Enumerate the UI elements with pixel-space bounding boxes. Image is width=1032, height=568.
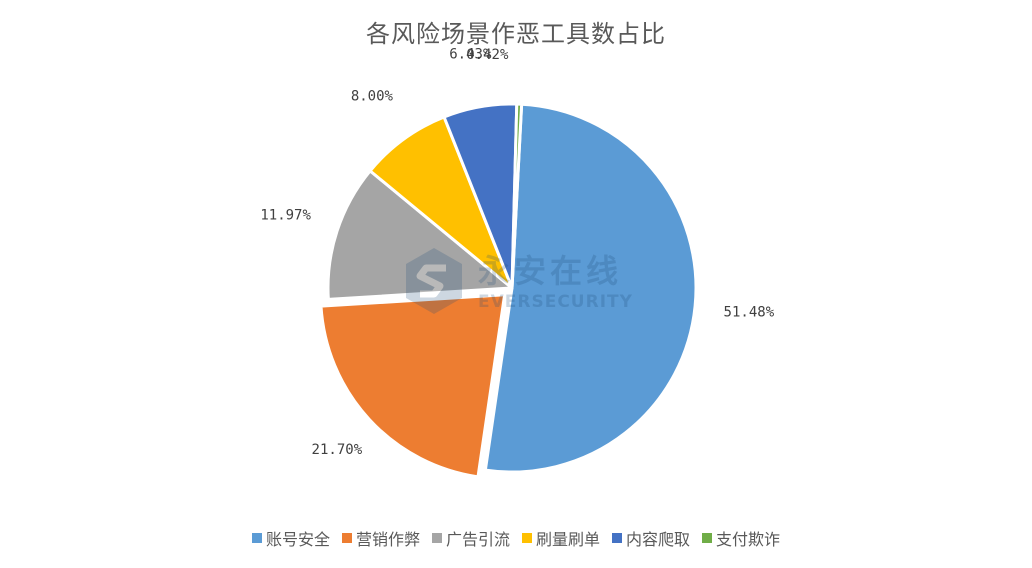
legend-label-5: 内容爬取	[626, 530, 691, 549]
data-label-3: 11.97%	[260, 207, 311, 223]
legend-swatch-3	[431, 533, 442, 543]
legend-item-5: 内容爬取	[612, 526, 690, 550]
legend-label-1: 账号安全	[265, 530, 330, 549]
legend-item-1: 账号安全	[251, 526, 330, 550]
legend-swatch-6	[702, 533, 713, 543]
legend-swatch-5	[612, 533, 623, 543]
legend-item-2: 营销作弊	[341, 526, 420, 550]
legend: 账号安全 营销作弊 广告引流 刷量刷单 内容爬取 支付欺诈	[0, 526, 1032, 550]
chart-title: 各风险场景作恶工具数占比	[366, 20, 666, 48]
pie-slice-6	[510, 102, 524, 290]
data-label-4: 8.00%	[351, 89, 394, 105]
data-label-2: 21.70%	[312, 442, 363, 458]
pie-slice-3	[326, 169, 514, 301]
pie-data-labels: 51.48% 21.70% 11.97% 8.00% 6.43%0.42%	[260, 47, 774, 458]
pie-slices	[319, 102, 698, 479]
legend-item-6: 支付欺诈	[702, 526, 780, 550]
data-label-5: 6.43%	[449, 47, 492, 63]
legend-item-4: 刷量刷单	[522, 526, 600, 550]
legend-swatch-1	[251, 533, 262, 543]
legend-swatch-2	[341, 533, 352, 543]
legend-label-2: 营销作弊	[355, 530, 420, 549]
legend-item-3: 广告引流	[431, 526, 510, 550]
pie-slice-2	[319, 293, 507, 479]
data-label-6: 0.42%	[466, 47, 509, 63]
legend-label-6: 支付欺诈	[716, 530, 781, 549]
legend-label-4: 刷量刷单	[536, 530, 601, 549]
pie-slice-1	[483, 102, 698, 474]
legend-swatch-4	[522, 533, 532, 543]
data-label-1: 51.48%	[724, 304, 775, 320]
legend-label-3: 广告引流	[445, 530, 510, 549]
pie-slice-4	[368, 115, 514, 290]
